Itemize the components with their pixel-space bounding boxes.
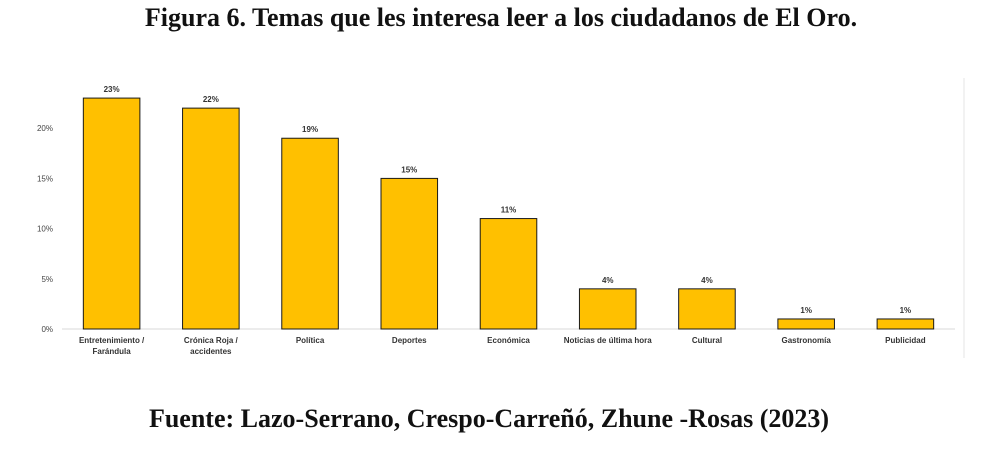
x-tick-label: Económica xyxy=(487,336,530,345)
bar xyxy=(82,97,141,330)
data-label: 19% xyxy=(302,125,318,134)
figure-source: Fuente: Lazo-Serrano, Crespo-Carreñó, Zh… xyxy=(148,404,830,433)
category-labels-group: Entretenimiento / Farándula Crónica Roja /… xyxy=(79,336,926,356)
x-tick-label: Gastronomía xyxy=(781,336,831,345)
data-label: 15% xyxy=(401,165,417,174)
figure-title: Figura 6. Temas que les interesa leer a … xyxy=(144,3,858,32)
x-tick-label: Crónica Roja / xyxy=(184,336,239,345)
data-label: 4% xyxy=(701,276,713,285)
bars-group xyxy=(82,97,935,330)
x-tick-label: accidentes xyxy=(190,347,232,356)
bar xyxy=(578,288,637,330)
y-axis-ticks: 0% 5% 10% 15% 20% xyxy=(37,124,53,334)
bar xyxy=(876,318,935,330)
y-tick-label: 10% xyxy=(37,225,53,234)
data-label: 4% xyxy=(602,276,614,285)
y-tick-label: 0% xyxy=(41,325,53,334)
bar xyxy=(281,137,339,330)
x-tick-label: Publicidad xyxy=(885,336,926,345)
bar xyxy=(777,318,835,330)
x-tick-label: Noticias de última hora xyxy=(564,336,653,345)
data-label: 22% xyxy=(203,95,219,104)
data-label: 23% xyxy=(104,85,120,94)
bar xyxy=(479,218,538,330)
data-label: 1% xyxy=(800,306,812,315)
x-tick-label: Política xyxy=(296,336,325,345)
y-tick-label: 5% xyxy=(41,275,53,284)
x-tick-label: Deportes xyxy=(392,336,427,345)
data-label: 11% xyxy=(501,206,517,215)
x-tick-label: Cultural xyxy=(692,336,722,345)
x-tick-label: Entretenimiento / xyxy=(79,336,145,345)
bar xyxy=(182,107,240,330)
data-labels-group: 23% 22% 19% 15% 11% 4% 4% 1% 1% xyxy=(104,85,912,315)
x-tick-label: Farándula xyxy=(92,347,131,356)
y-tick-label: 15% xyxy=(37,174,53,183)
data-label: 1% xyxy=(900,306,912,315)
bar xyxy=(380,177,439,330)
bar xyxy=(678,288,736,330)
y-tick-label: 20% xyxy=(37,124,53,133)
